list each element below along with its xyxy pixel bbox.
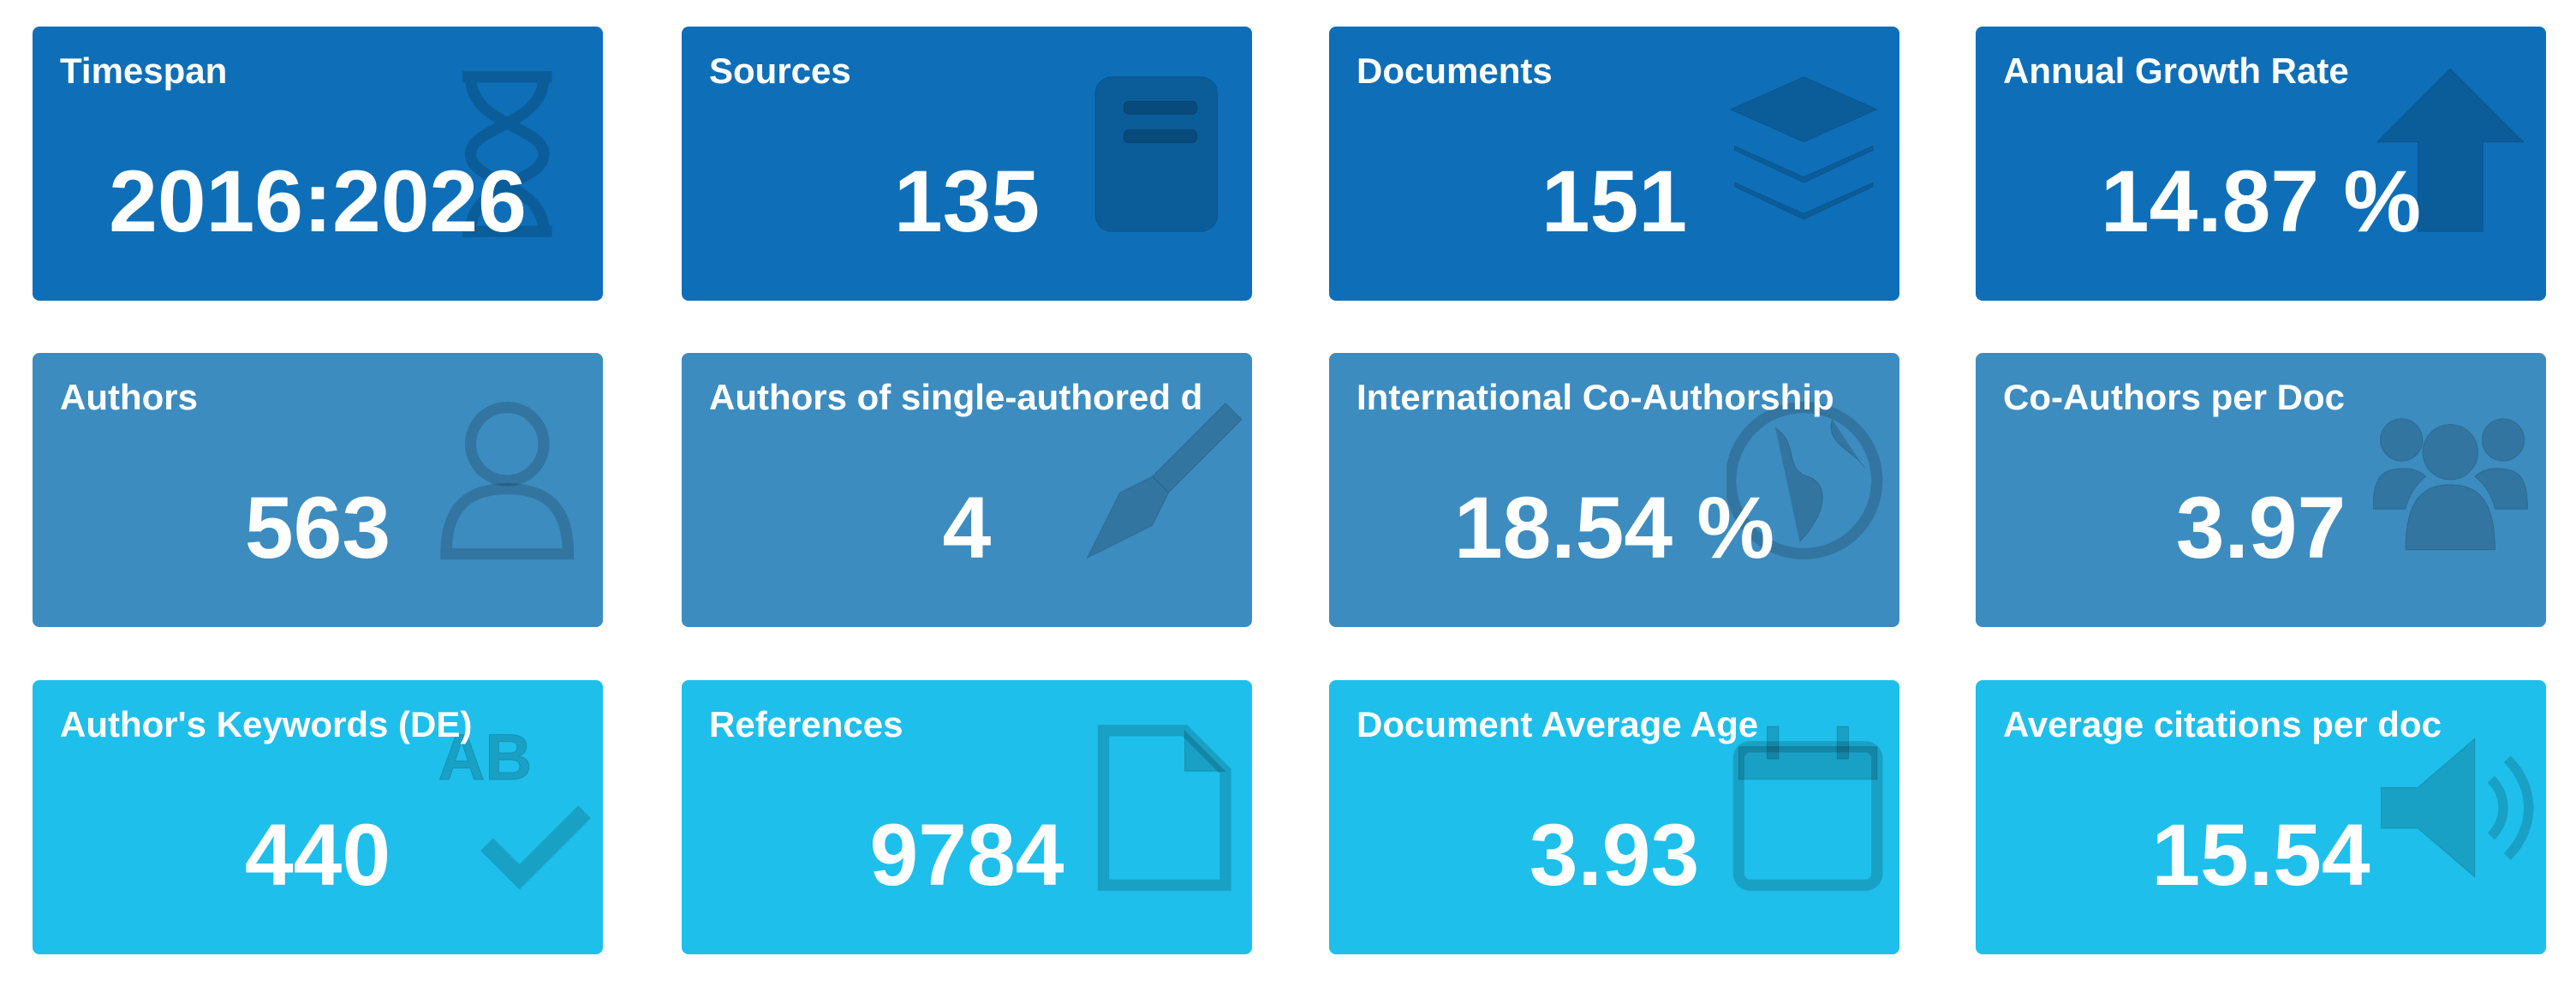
box-title: International Co-Authorship bbox=[1357, 377, 1834, 417]
svg-text:AB: AB bbox=[438, 721, 533, 794]
value-box: Sources 135 bbox=[682, 27, 1252, 301]
value-box: Co-Authors per Doc 3.97 bbox=[1976, 353, 2546, 627]
box-title: Timespan bbox=[60, 51, 228, 91]
box-icon bbox=[2373, 418, 2528, 551]
box-icon: AB bbox=[438, 720, 591, 890]
value-box: Annual Growth Rate 14.87 % bbox=[1976, 27, 2546, 301]
box-title: References bbox=[709, 704, 903, 744]
box-title: Documents bbox=[1357, 51, 1553, 91]
box-icon bbox=[2381, 738, 2534, 878]
box-value: 15.54 bbox=[2151, 806, 2370, 904]
box-value: 9784 bbox=[869, 806, 1064, 904]
box-value: 18.54 % bbox=[1453, 479, 1775, 577]
box-value: 2016:2026 bbox=[109, 152, 527, 250]
box-value: 151 bbox=[1541, 152, 1688, 250]
value-box: Authors of single-authored d 4 bbox=[682, 353, 1252, 627]
box-title: Annual Growth Rate bbox=[2003, 51, 2349, 91]
box-icon bbox=[2376, 68, 2525, 232]
value-box: Document Average Age 3.93 bbox=[1329, 680, 1899, 954]
box-value: 563 bbox=[244, 479, 391, 577]
value-box: AB Author's Keywords (DE) 440 bbox=[33, 680, 603, 954]
box-icon bbox=[1726, 401, 1883, 560]
box-icon bbox=[1729, 76, 1878, 220]
box-icon bbox=[1732, 726, 1883, 891]
box-title: Authors of single-authored d bbox=[709, 377, 1203, 417]
box-icon bbox=[1097, 725, 1231, 891]
value-box: Documents 151 bbox=[1329, 27, 1899, 301]
box-value: 3.93 bbox=[1529, 806, 1700, 904]
value-box: Timespan 2016:2026 bbox=[33, 27, 603, 301]
value-box: References 9784 bbox=[682, 680, 1252, 954]
box-value: 4 bbox=[942, 479, 992, 577]
box-title: Co-Authors per Doc bbox=[2003, 377, 2345, 417]
box-title: Author's Keywords (DE) bbox=[60, 704, 473, 744]
box-title: Sources bbox=[709, 51, 851, 91]
box-value: 3.97 bbox=[2175, 479, 2346, 577]
value-box: International Co-Authorship 18.54 % bbox=[1329, 353, 1899, 627]
box-icon bbox=[1094, 76, 1218, 232]
box-value: 14.87 % bbox=[2100, 152, 2422, 250]
box-title: Average citations per doc bbox=[2003, 704, 2442, 744]
box-icon bbox=[462, 71, 552, 237]
box-title: Authors bbox=[60, 377, 198, 417]
box-value: 440 bbox=[244, 806, 391, 904]
value-box: Authors 563 bbox=[33, 353, 603, 627]
value-box: Average citations per doc 15.54 bbox=[1976, 680, 2546, 954]
box-value: 135 bbox=[893, 152, 1041, 250]
box-icon bbox=[440, 401, 575, 560]
box-icon bbox=[1086, 403, 1242, 559]
box-title: Document Average Age bbox=[1357, 704, 1759, 744]
